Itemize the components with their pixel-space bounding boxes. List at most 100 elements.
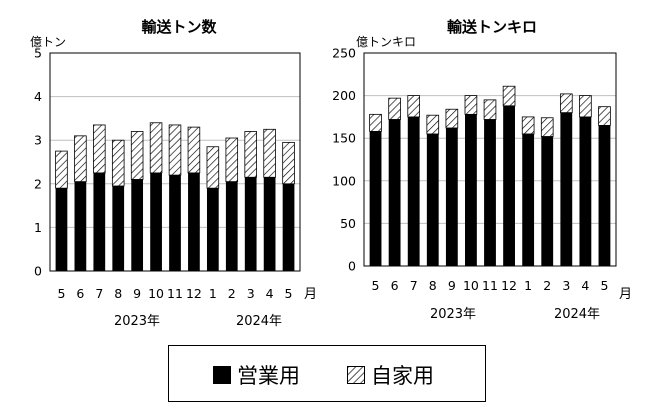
bar-private	[187, 126, 201, 174]
x-tick-label: 10	[463, 278, 479, 293]
bar-commercial	[150, 172, 162, 271]
x-tick-label: 1	[209, 286, 217, 301]
bar-private	[445, 108, 459, 129]
y-tick-label: 50	[340, 216, 356, 231]
bar-commercial	[74, 181, 87, 271]
bar-private	[282, 141, 295, 185]
bar-commercial	[560, 112, 573, 266]
bar-commercial	[426, 133, 439, 266]
legend-item-commercial: 営業用	[213, 346, 300, 403]
y-tick-label: 1	[34, 220, 42, 235]
chart2-year-2024: 2024年	[554, 307, 600, 322]
bar-private	[225, 137, 239, 183]
bar-commercial	[407, 116, 420, 267]
bar-private	[502, 85, 516, 107]
chart1-month-unit: 月	[304, 287, 317, 302]
y-tick-label: 4	[34, 89, 42, 104]
y-tick-label: 100	[332, 173, 356, 188]
x-tick-label: 11	[167, 286, 183, 301]
legend-swatch-commercial	[213, 365, 231, 384]
y-tick-label: 250	[332, 46, 356, 61]
x-tick-label: 5	[372, 278, 380, 293]
bar-commercial	[244, 177, 257, 271]
bar-private	[598, 106, 611, 126]
chart1-ylabel: 億トン	[30, 35, 66, 49]
chart1-year-2024: 2024年	[236, 314, 282, 329]
bar-private	[559, 93, 573, 114]
legend-swatch-private	[347, 365, 365, 384]
chart2-year-2023: 2023年	[430, 307, 476, 322]
bar-commercial	[131, 179, 144, 271]
bar-commercial	[465, 114, 477, 267]
chart2-month-unit: 月	[619, 287, 632, 302]
y-tick-label: 5	[34, 46, 42, 61]
bar-commercial	[112, 185, 125, 271]
x-tick-label: 1	[524, 278, 532, 293]
bar-commercial	[55, 188, 68, 271]
bar-private	[521, 116, 535, 135]
bar-private	[93, 124, 106, 174]
x-tick-label: 7	[95, 286, 103, 301]
x-tick-label: 8	[114, 286, 122, 301]
x-tick-label: 9	[133, 286, 141, 301]
x-tick-label: 3	[562, 278, 570, 293]
x-tick-label: 9	[448, 278, 456, 293]
bar-private	[426, 114, 440, 135]
bar-commercial	[541, 136, 554, 266]
bar-private	[540, 117, 554, 137]
chart1-year-2023: 2023年	[114, 314, 160, 329]
bar-commercial	[598, 125, 611, 266]
bar-private	[74, 135, 87, 183]
bar-private	[244, 131, 257, 178]
bar-commercial	[206, 188, 219, 271]
bar-commercial	[263, 177, 276, 271]
chart2-xticks: 5 6 7 8 9 10 11 12 1 2 3 4 5	[372, 278, 609, 293]
bar-commercial	[503, 105, 515, 266]
bar-commercial	[522, 133, 535, 266]
chart1-title: 輸送トン数	[141, 18, 217, 36]
y-tick-label: 200	[332, 88, 356, 103]
bar-private	[263, 128, 276, 178]
x-tick-label: 5	[285, 286, 293, 301]
x-tick-label: 3	[247, 286, 255, 301]
y-tick-label: 150	[332, 131, 356, 146]
bar-private	[130, 131, 144, 180]
x-tick-label: 11	[482, 278, 498, 293]
bar-commercial	[579, 116, 592, 267]
x-tick-label: 2	[543, 278, 551, 293]
y-tick-label: 2	[34, 176, 42, 191]
bar-commercial	[225, 181, 238, 271]
bar-commercial	[369, 131, 382, 266]
legend-label-private: 自家用	[371, 363, 434, 388]
bar-private	[483, 99, 497, 120]
chart1-xticks: 5 6 7 8 9 10 11 12 1 2 3 4 5	[57, 286, 292, 301]
x-tick-label: 8	[429, 278, 437, 293]
x-tick-label: 5	[600, 278, 608, 293]
bar-private	[407, 95, 421, 118]
y-tick-label: 0	[348, 259, 356, 274]
bar-commercial	[388, 119, 401, 267]
bar-commercial	[188, 172, 200, 271]
legend-label-commercial: 営業用	[237, 363, 300, 388]
legend: 営業用 自家用	[168, 345, 486, 402]
chart2-title: 輸送トンキロ	[447, 18, 537, 36]
bar-commercial	[282, 183, 295, 271]
chart2-plot: 0 50 100 150 200 250	[332, 46, 617, 274]
bar-private	[206, 146, 220, 189]
x-tick-label: 12	[186, 286, 202, 301]
bar-commercial	[445, 127, 458, 266]
x-tick-label: 4	[581, 278, 589, 293]
bar-private	[55, 150, 68, 189]
bar-private	[388, 97, 401, 120]
bar-commercial	[484, 119, 496, 267]
x-tick-label: 6	[391, 278, 399, 293]
x-tick-label: 5	[57, 286, 65, 301]
bar-commercial	[169, 175, 181, 271]
bar-private	[149, 122, 163, 174]
x-tick-label: 4	[266, 286, 274, 301]
x-tick-label: 6	[76, 286, 84, 301]
bar-private	[369, 113, 382, 132]
bar-private	[579, 95, 592, 118]
x-tick-label: 2	[228, 286, 236, 301]
